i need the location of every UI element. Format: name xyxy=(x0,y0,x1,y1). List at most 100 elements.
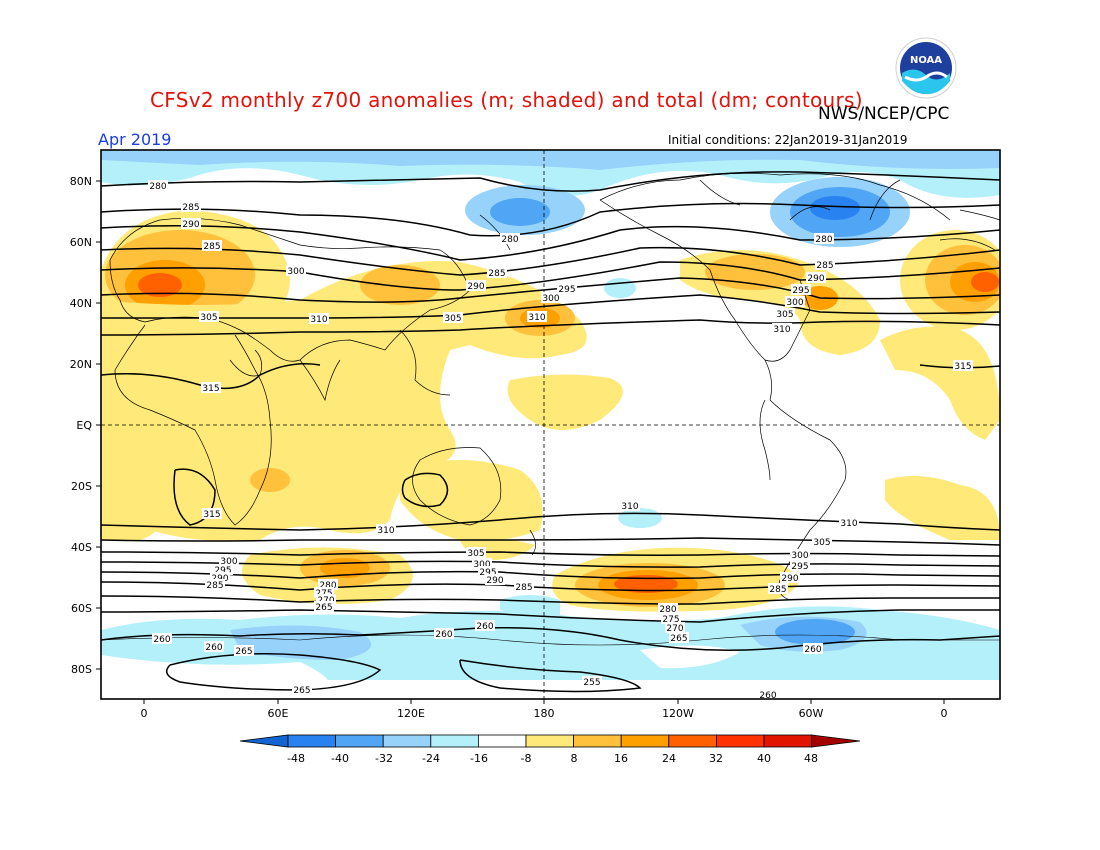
lat-label-80s: 80S xyxy=(71,663,92,676)
svg-text:285: 285 xyxy=(203,242,220,252)
colorbar-tick: -32 xyxy=(375,752,393,765)
colorbar-tick: 24 xyxy=(662,752,676,765)
contour-label: 305 xyxy=(443,312,463,324)
contour-label: 265 xyxy=(314,601,334,613)
latitude-axis: 80N 60N 40N 20N EQ 20S 40S 60S 80S xyxy=(70,175,101,676)
svg-text:305: 305 xyxy=(776,310,793,320)
lat-label-40n: 40N xyxy=(70,297,92,310)
svg-text:305: 305 xyxy=(200,313,217,323)
contour-label: 310 xyxy=(309,313,329,325)
contour-labels: 280 285 290 285 300 305 310 315 280 285 … xyxy=(148,180,973,701)
colorbar-tick: 48 xyxy=(804,752,818,765)
lat-label-eq: EQ xyxy=(76,419,92,432)
contour-label: 280 xyxy=(318,579,338,591)
contour-label: 285 xyxy=(514,581,534,593)
contour-label: 265 xyxy=(669,632,689,644)
colorbar-tick: 32 xyxy=(709,752,723,765)
contour-label: 265 xyxy=(234,645,254,657)
svg-text:305: 305 xyxy=(813,538,830,548)
svg-text:265: 265 xyxy=(235,647,252,657)
contour-label: 310 xyxy=(839,517,859,529)
lon-label-180: 180 xyxy=(534,707,555,720)
contour-label: 310 xyxy=(620,500,640,512)
contour-label: 315 xyxy=(202,508,222,520)
noaa-logo-icon: NOAA xyxy=(895,37,957,99)
svg-text:285: 285 xyxy=(182,203,199,213)
svg-text:290: 290 xyxy=(781,574,798,584)
colorbar-right-arrow xyxy=(811,734,861,748)
contour-label: 270 xyxy=(665,622,685,634)
contour-label: 305 xyxy=(466,547,486,559)
svg-text:295: 295 xyxy=(792,286,809,296)
colorbar-swatch xyxy=(573,734,622,748)
svg-text:285: 285 xyxy=(816,261,833,271)
svg-text:295: 295 xyxy=(791,562,808,572)
contour-label: 290 xyxy=(466,280,486,292)
svg-text:315: 315 xyxy=(202,384,219,394)
svg-text:270: 270 xyxy=(666,624,683,634)
svg-text:310: 310 xyxy=(377,526,394,536)
colorbar-tick: -40 xyxy=(331,752,349,765)
contour-label: 280 xyxy=(500,233,520,245)
svg-text:300: 300 xyxy=(542,294,559,304)
colorbar-tick: -48 xyxy=(287,752,305,765)
lat-label-60n: 60N xyxy=(70,236,92,249)
svg-text:300: 300 xyxy=(786,298,803,308)
longitude-axis: 0 60E 120E 180 120W 60W 0 xyxy=(141,699,948,720)
lat-label-80n: 80N xyxy=(70,175,92,188)
contour-label: 290 xyxy=(485,574,505,586)
agency-label: NWS/NCEP/CPC xyxy=(818,104,950,124)
valid-month-label: Apr 2019 xyxy=(98,130,172,149)
colorbar-tick: -8 xyxy=(521,752,532,765)
svg-text:275: 275 xyxy=(662,615,679,625)
contour-label: 300 xyxy=(785,296,805,308)
colorbar-swatch xyxy=(430,734,479,748)
svg-text:305: 305 xyxy=(444,314,461,324)
svg-text:310: 310 xyxy=(773,325,790,335)
svg-text:300: 300 xyxy=(220,557,237,567)
chart-title: CFSv2 monthly z700 anomalies (m; shaded)… xyxy=(150,88,863,112)
contour-label: 265 xyxy=(292,684,312,696)
contour-label: 315 xyxy=(201,382,221,394)
lon-label-120w: 120W xyxy=(662,707,694,720)
svg-text:260: 260 xyxy=(759,691,776,701)
svg-text:305: 305 xyxy=(467,549,484,559)
svg-text:260: 260 xyxy=(205,643,222,653)
svg-text:310: 310 xyxy=(840,519,857,529)
contour-label: 285 xyxy=(202,240,222,252)
svg-text:290: 290 xyxy=(807,274,824,284)
contour-label: 295 xyxy=(557,283,577,295)
contour-label: 305 xyxy=(199,311,219,323)
svg-text:310: 310 xyxy=(528,313,545,323)
contour-label: 285 xyxy=(205,579,225,591)
contour-label: 290 xyxy=(181,218,201,230)
contour-label: 295 xyxy=(791,284,811,296)
svg-text:285: 285 xyxy=(515,583,532,593)
svg-text:285: 285 xyxy=(769,585,786,595)
svg-text:295: 295 xyxy=(558,285,575,295)
contour-label: 255 xyxy=(582,676,602,688)
contour-label: 285 xyxy=(768,583,788,595)
svg-text:265: 265 xyxy=(293,686,310,696)
svg-text:260: 260 xyxy=(153,635,170,645)
colorbar-swatch xyxy=(763,734,812,748)
contour-label: 280 xyxy=(814,233,834,245)
svg-text:265: 265 xyxy=(315,603,332,613)
contour-label: 300 xyxy=(472,558,492,570)
colorbar-tick: 40 xyxy=(757,752,771,765)
colorbar-swatch xyxy=(287,734,336,748)
svg-text:260: 260 xyxy=(435,630,452,640)
contour-label: 290 xyxy=(806,272,826,284)
contour-label: 305 xyxy=(775,308,795,320)
svg-text:280: 280 xyxy=(659,605,676,615)
svg-text:280: 280 xyxy=(319,581,336,591)
contour-label: 260 xyxy=(152,633,172,645)
svg-text:285: 285 xyxy=(488,269,505,279)
lat-label-40s: 40S xyxy=(71,541,92,554)
contour-label: 300 xyxy=(790,549,810,561)
svg-text:280: 280 xyxy=(815,235,832,245)
colorbar-swatch xyxy=(668,734,717,748)
svg-text:280: 280 xyxy=(149,182,166,192)
contour-label: 310 xyxy=(772,323,792,335)
lat-label-20n: 20N xyxy=(70,358,92,371)
